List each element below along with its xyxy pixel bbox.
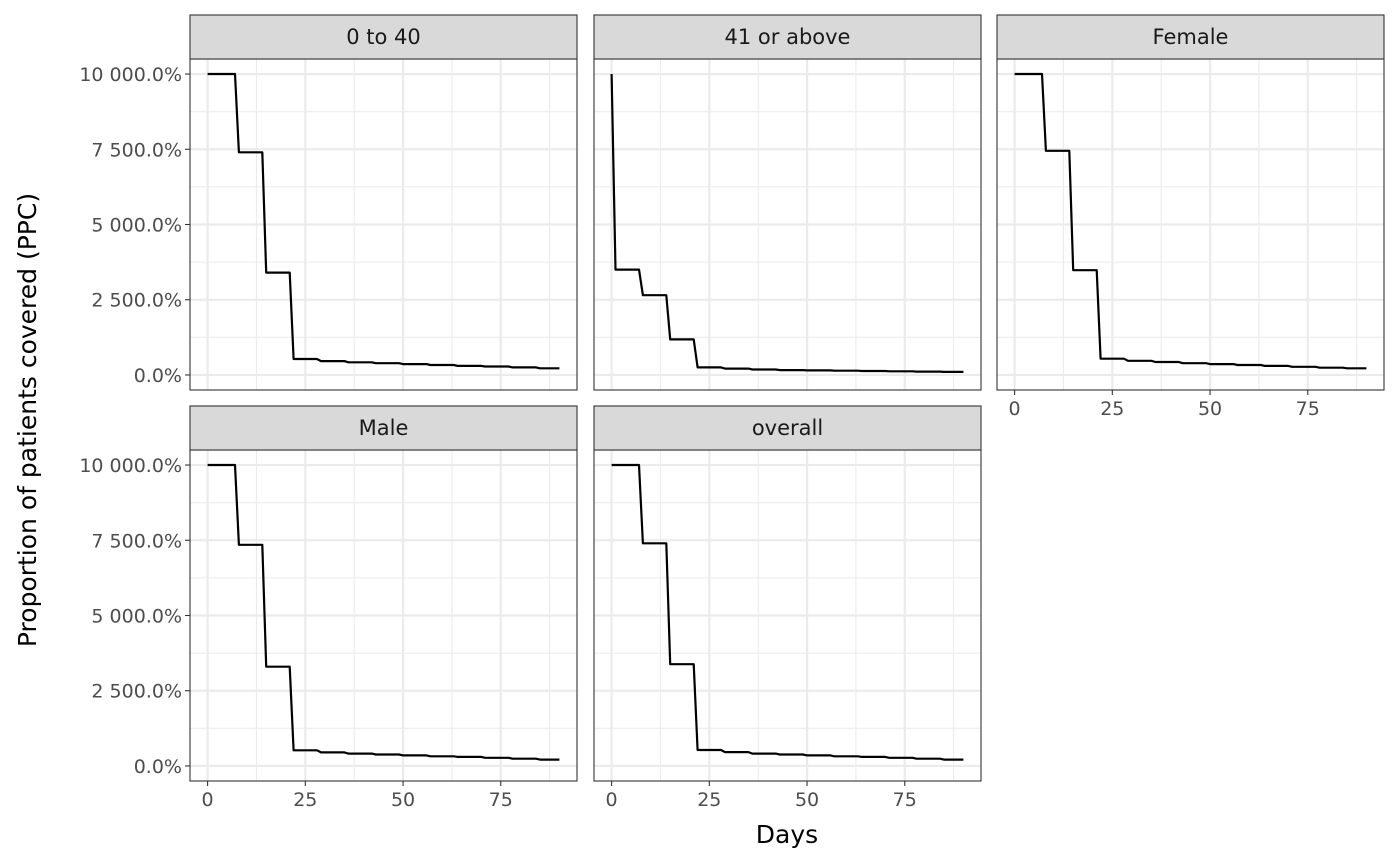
y-tick-label: 10 000.0% xyxy=(79,64,182,86)
x-tick-label: 75 xyxy=(489,789,513,811)
x-tick-label: 25 xyxy=(1100,398,1124,420)
panel-41-or-above: 41 or above xyxy=(593,14,982,391)
strip-background xyxy=(996,14,1385,60)
strip-label-0-to-40: 0 to 40 xyxy=(346,25,421,49)
x-tick-label: 0 xyxy=(202,789,214,811)
strip-background xyxy=(593,405,982,451)
panel-0-to-40: 0 to 40 xyxy=(189,14,578,391)
x-tick-label: 50 xyxy=(391,789,415,811)
strip-label-41-or-above: 41 or above xyxy=(725,25,851,49)
y-axis-title: Proportion of patients covered (PPC) xyxy=(13,193,42,647)
y-tick-label: 2 500.0% xyxy=(91,290,182,312)
y-tick-label: 5 000.0% xyxy=(91,215,182,237)
series-line-overall xyxy=(611,463,964,761)
strip-label-female: Female xyxy=(1153,25,1229,49)
y-tick-label: 2 500.0% xyxy=(91,681,182,703)
series-line-0-to-40 xyxy=(207,72,560,370)
x-tick-label: 75 xyxy=(893,789,917,811)
y-tick-label: 0.0% xyxy=(134,756,182,778)
strip-label-overall: overall xyxy=(752,416,823,440)
y-tick-label: 7 500.0% xyxy=(91,530,182,552)
strip-background xyxy=(189,14,578,60)
x-tick-label: 25 xyxy=(293,789,317,811)
panel-overall: overall xyxy=(593,405,982,782)
series-line-female xyxy=(1014,72,1367,370)
series-line-41-or-above xyxy=(610,73,964,373)
x-tick-label: 50 xyxy=(1198,398,1222,420)
x-tick-label: 0 xyxy=(1009,398,1021,420)
series-line-male xyxy=(207,463,560,761)
y-tick-label: 10 000.0% xyxy=(79,455,182,477)
x-tick-label: 75 xyxy=(1296,398,1320,420)
axes: 0.0% 2 500.0% 5 000.0% 7 500.0% 10 000.0% 0 25… xyxy=(79,64,1320,811)
panel-female: Female xyxy=(996,14,1385,391)
y-tick-label: 5 000.0% xyxy=(91,606,182,628)
x-tick-label: 25 xyxy=(697,789,721,811)
strip-background xyxy=(189,405,578,451)
strip-label-male: Male xyxy=(359,416,409,440)
y-tick-label: 7 500.0% xyxy=(91,139,182,161)
x-tick-label: 50 xyxy=(795,789,819,811)
x-axis-title: Days xyxy=(756,820,818,849)
panels: 0 to 40 41 or above Female Male overall xyxy=(189,14,1385,782)
panel-male: Male xyxy=(189,405,578,782)
strip-background xyxy=(593,14,982,60)
x-tick-label: 0 xyxy=(606,789,618,811)
y-tick-label: 0.0% xyxy=(134,365,182,387)
